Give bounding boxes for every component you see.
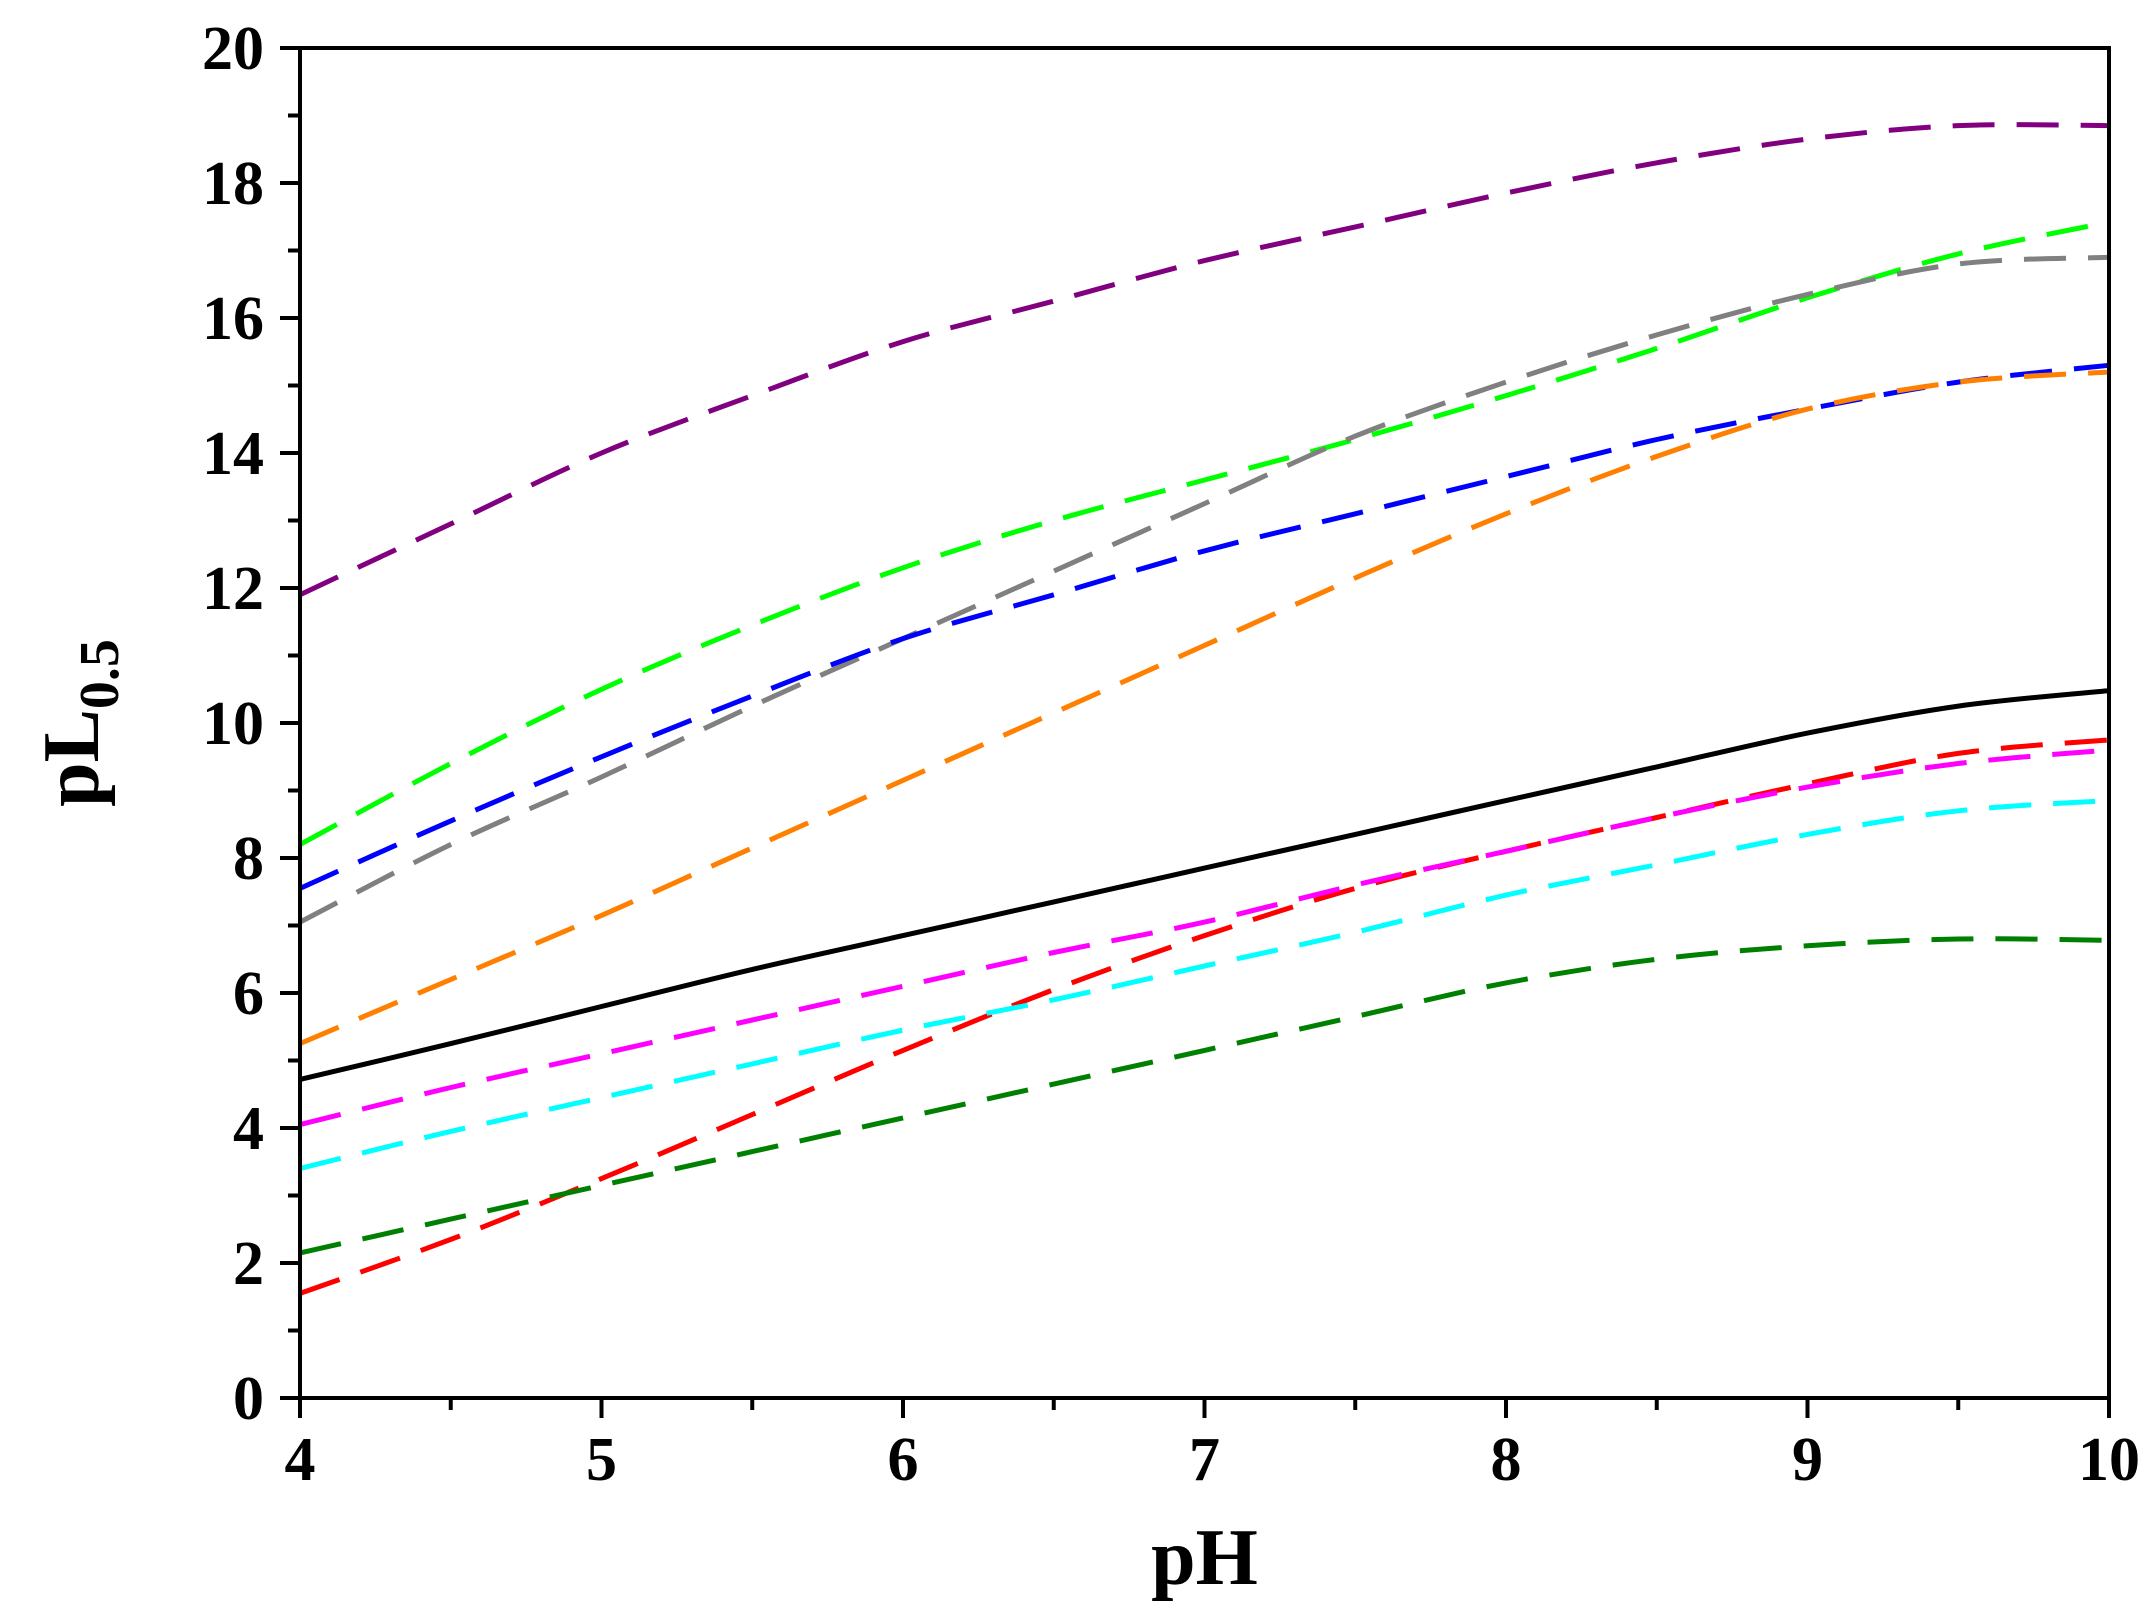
series-line-red: [299, 737, 2110, 1296]
x-tick-label-4: 4: [285, 1426, 316, 1494]
y-tick-label-8: 8: [233, 825, 264, 893]
y-tick-label-20: 20: [202, 15, 264, 83]
series-line-cyan: [299, 798, 2110, 1171]
y-axis-title-subscript: 0.5: [69, 639, 131, 709]
y-tick-label-2: 2: [233, 1230, 264, 1298]
series-line-dark-green: [299, 936, 2110, 1256]
series-layer: [298, 122, 2110, 1296]
series-line-orange: [299, 369, 2110, 1046]
y-axis-title: pL0.5: [28, 639, 131, 807]
x-axis-title: pH: [1151, 1514, 1258, 1602]
x-tick-label-7: 7: [1189, 1426, 1220, 1494]
y-tick-label-0: 0: [233, 1365, 264, 1433]
x-tick-label-10: 10: [2078, 1426, 2140, 1494]
series-line-green: [298, 219, 2110, 847]
y-tick-label-12: 12: [202, 555, 264, 623]
x-tick-label-6: 6: [888, 1426, 919, 1494]
x-tick-label-5: 5: [586, 1426, 617, 1494]
series-line-magenta: [299, 747, 2110, 1128]
x-tick-label-8: 8: [1491, 1426, 1522, 1494]
plot-area-frame: [298, 46, 2111, 1400]
y-tick-label-4: 4: [233, 1095, 264, 1163]
x-tick-label-9: 9: [1792, 1426, 1823, 1494]
series-line-black-solid: [299, 688, 2110, 1082]
series-line-gray: [298, 254, 2110, 925]
ticks-layer: 4 5 6 7 8 9 10 0 2 4 6 8 10 12 14 16 18 20: [202, 15, 2140, 1494]
y-tick-label-10: 10: [202, 690, 264, 758]
y-axis-title-main: pL: [28, 709, 116, 807]
y-tick-label-6: 6: [233, 960, 264, 1028]
series-line-blue: [298, 362, 2110, 891]
y-tick-label-14: 14: [202, 420, 264, 488]
y-tick-label-18: 18: [202, 150, 264, 218]
y-tick-label-16: 16: [202, 285, 264, 353]
series-line-purple: [298, 122, 2110, 598]
